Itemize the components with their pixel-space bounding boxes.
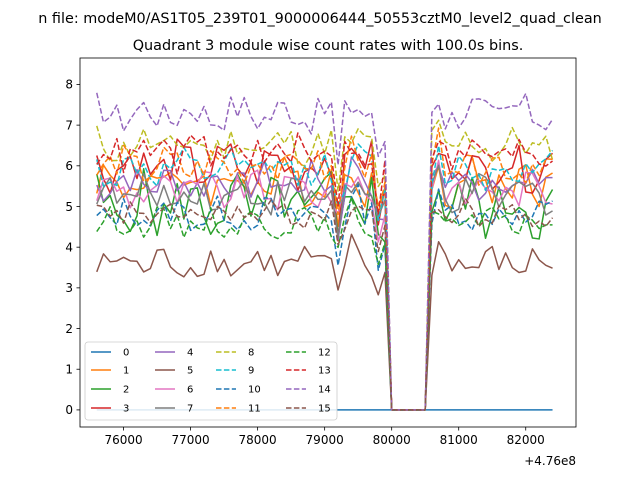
series-line-15 [96,197,554,411]
x-tick-label: 78000 [239,433,277,447]
legend-label: 2 [123,385,129,396]
x-tick-label: 82000 [507,433,545,447]
x-tick-label: 79000 [306,433,344,447]
y-tick-label: 7 [65,118,73,132]
legend-label: 1 [123,366,129,377]
legend-label: 3 [123,404,129,415]
chart-suptitle: n file: modeM0/AS1T05_239T01_9000006444_… [38,11,602,27]
x-tick-label: 80000 [373,433,411,447]
plot-area-frame [79,57,577,428]
legend-label: 5 [187,366,193,377]
legend-label: 12 [318,348,331,359]
legend-box [84,341,338,421]
y-tick-label: 5 [65,200,73,214]
x-axis: 76000 77000 78000 79000 80000 81000 82000 [104,427,545,447]
legend-label: 9 [248,366,254,377]
x-tick-label: 81000 [440,433,478,447]
x-tick-label: 77000 [172,433,210,447]
x-tick-label: 76000 [104,433,142,447]
series-line-7 [96,164,553,411]
y-tick-label: 2 [65,322,73,336]
series-line-9 [96,143,554,411]
legend-label: 7 [187,404,193,415]
series-line-14 [96,92,554,411]
series-line-13 [96,132,553,411]
legend-label: 6 [187,385,193,396]
legend-label: 11 [248,404,261,415]
series-line-6 [96,159,553,411]
y-tick-label: 4 [65,240,73,254]
y-axis: 0 1 2 3 4 5 6 7 8 [65,78,80,417]
y-tick-label: 1 [65,363,73,377]
plot-lines [96,92,554,411]
legend-label: 0 [123,348,129,359]
series-line-8 [96,119,554,411]
y-tick-label: 8 [65,78,73,92]
legend-label: 10 [248,385,261,396]
series-line-5 [96,233,553,411]
legend-label: 14 [318,385,331,396]
legend-label: 8 [248,348,254,359]
legend-label: 15 [318,404,331,415]
chart-title: Quadrant 3 module wise count rates with … [133,38,524,54]
y-tick-label: 0 [65,403,73,417]
y-tick-label: 6 [65,159,73,173]
series-line-10 [96,183,553,411]
legend-label: 13 [318,366,331,377]
x-offset-label: +4.76e8 [524,454,576,468]
legend-label: 4 [187,348,193,359]
y-tick-label: 3 [65,281,73,295]
